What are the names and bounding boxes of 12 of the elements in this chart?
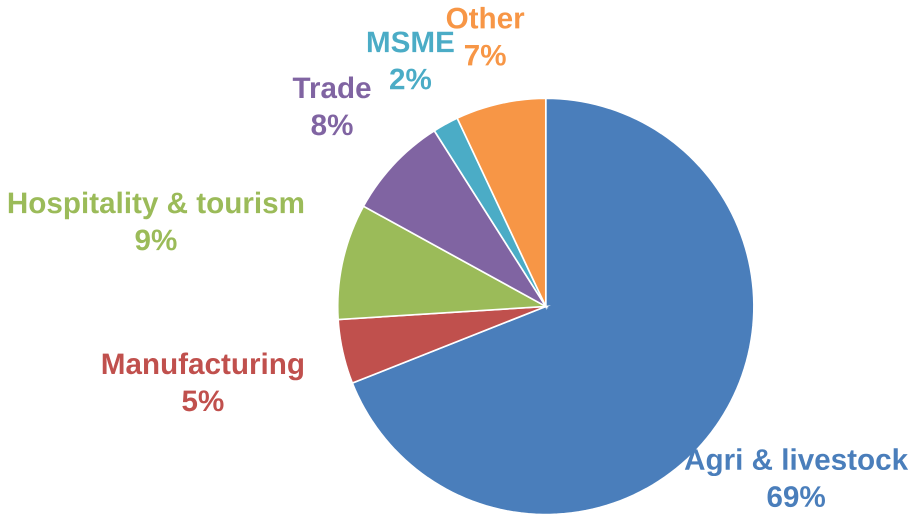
data-label: 2% — [390, 68, 432, 90]
slice-label: MSME — [368, 31, 454, 52]
data-label: 9% — [136, 229, 177, 250]
slice-label: Trade — [292, 76, 371, 98]
slice-label: Hospitality & tourism — [8, 191, 304, 220]
data-label: 5% — [182, 390, 224, 412]
data-label: 7% — [464, 44, 506, 66]
data-label: 69% — [768, 486, 825, 507]
slice-label: Agri & livestock — [684, 448, 908, 476]
data-label: 8% — [312, 114, 353, 136]
slice-label: Manufacturing — [102, 352, 303, 380]
slice-label: Other — [446, 6, 524, 28]
